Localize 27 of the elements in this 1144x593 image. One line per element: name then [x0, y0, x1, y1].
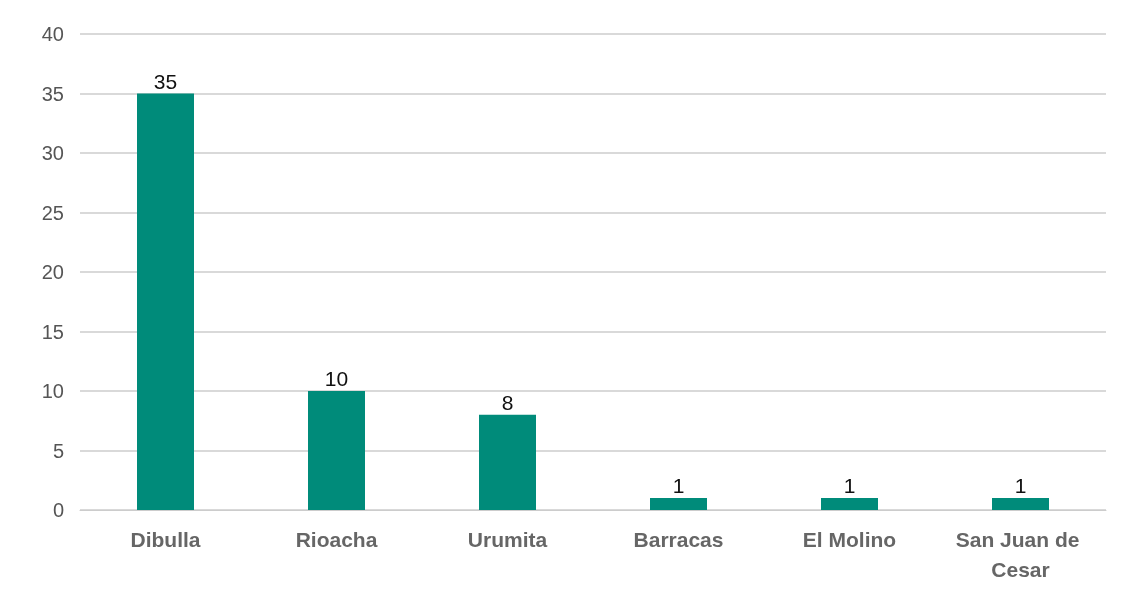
y-tick-label: 40 [41, 23, 64, 45]
bar [479, 414, 536, 510]
bar [308, 391, 365, 510]
x-tick-label: El Molino [802, 527, 897, 551]
data-label: 1 [1014, 474, 1027, 498]
y-tick-label: 35 [41, 82, 64, 105]
bar [137, 93, 194, 510]
x-tick-label: Rioacha [295, 527, 378, 551]
y-tick-label: 15 [41, 320, 64, 343]
bar [821, 498, 878, 510]
data-label: 35 [153, 69, 178, 93]
bar [650, 498, 707, 510]
y-tick-label: 0 [52, 499, 64, 521]
bar [992, 498, 1049, 510]
data-label: 8 [501, 390, 514, 414]
x-tick-label: Barracas [633, 527, 724, 551]
data-label: 1 [843, 474, 856, 498]
y-tick-label: 5 [52, 439, 64, 462]
x-tick-label: Dibulla [130, 527, 201, 551]
y-tick-label: 20 [41, 261, 64, 283]
data-label: 1 [672, 474, 685, 498]
y-tick-label: 25 [41, 201, 64, 224]
y-tick-label: 30 [41, 142, 64, 164]
x-tick-label: Urumita [467, 527, 548, 551]
data-label: 10 [324, 367, 349, 390]
x-tick-label: San Juan de Cesar [955, 527, 1086, 581]
y-tick-label: 10 [41, 380, 64, 402]
